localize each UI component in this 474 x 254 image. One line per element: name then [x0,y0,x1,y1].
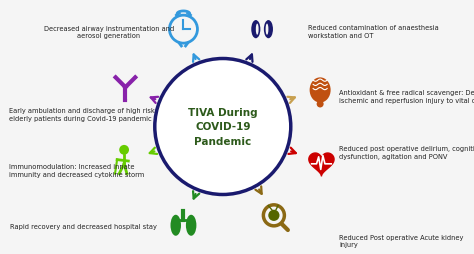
Text: Decreased airway instrumentation and
aerosol generation: Decreased airway instrumentation and aer… [44,25,174,39]
Circle shape [155,59,291,195]
Circle shape [268,210,280,221]
Text: Immunomodulation: Increased innate
immunity and decreased cytokine storm: Immunomodulation: Increased innate immun… [9,163,145,177]
Circle shape [134,76,137,80]
Polygon shape [309,153,334,176]
Ellipse shape [171,215,181,236]
Text: Reduced Post operative Acute kidney
injury: Reduced Post operative Acute kidney inju… [339,234,463,247]
Text: Rapid recovery and decreased hospital stay: Rapid recovery and decreased hospital st… [9,224,156,230]
Ellipse shape [310,78,331,103]
Text: Reduced post operative delirium, cognitive
dysfunction, agitation and PONV: Reduced post operative delirium, cogniti… [339,146,474,159]
Text: Early ambulation and discharge of high risk
elderly patients during Covid-19 pan: Early ambulation and discharge of high r… [9,107,155,121]
Ellipse shape [265,24,268,36]
Circle shape [119,145,129,155]
Circle shape [114,76,117,80]
Ellipse shape [251,21,260,39]
Ellipse shape [186,215,196,236]
Text: Reduced contamination of anaesthesia
workstation and OT: Reduced contamination of anaesthesia wor… [308,25,439,39]
Circle shape [124,99,127,102]
Text: Antioxidant & free radical scavenger: Decreased
ischemic and reperfusion injury : Antioxidant & free radical scavenger: De… [339,90,474,103]
Ellipse shape [317,101,324,108]
Ellipse shape [264,21,273,39]
Ellipse shape [256,24,259,36]
Text: TIVA During
COVID-19
Pandemic: TIVA During COVID-19 Pandemic [188,107,257,147]
